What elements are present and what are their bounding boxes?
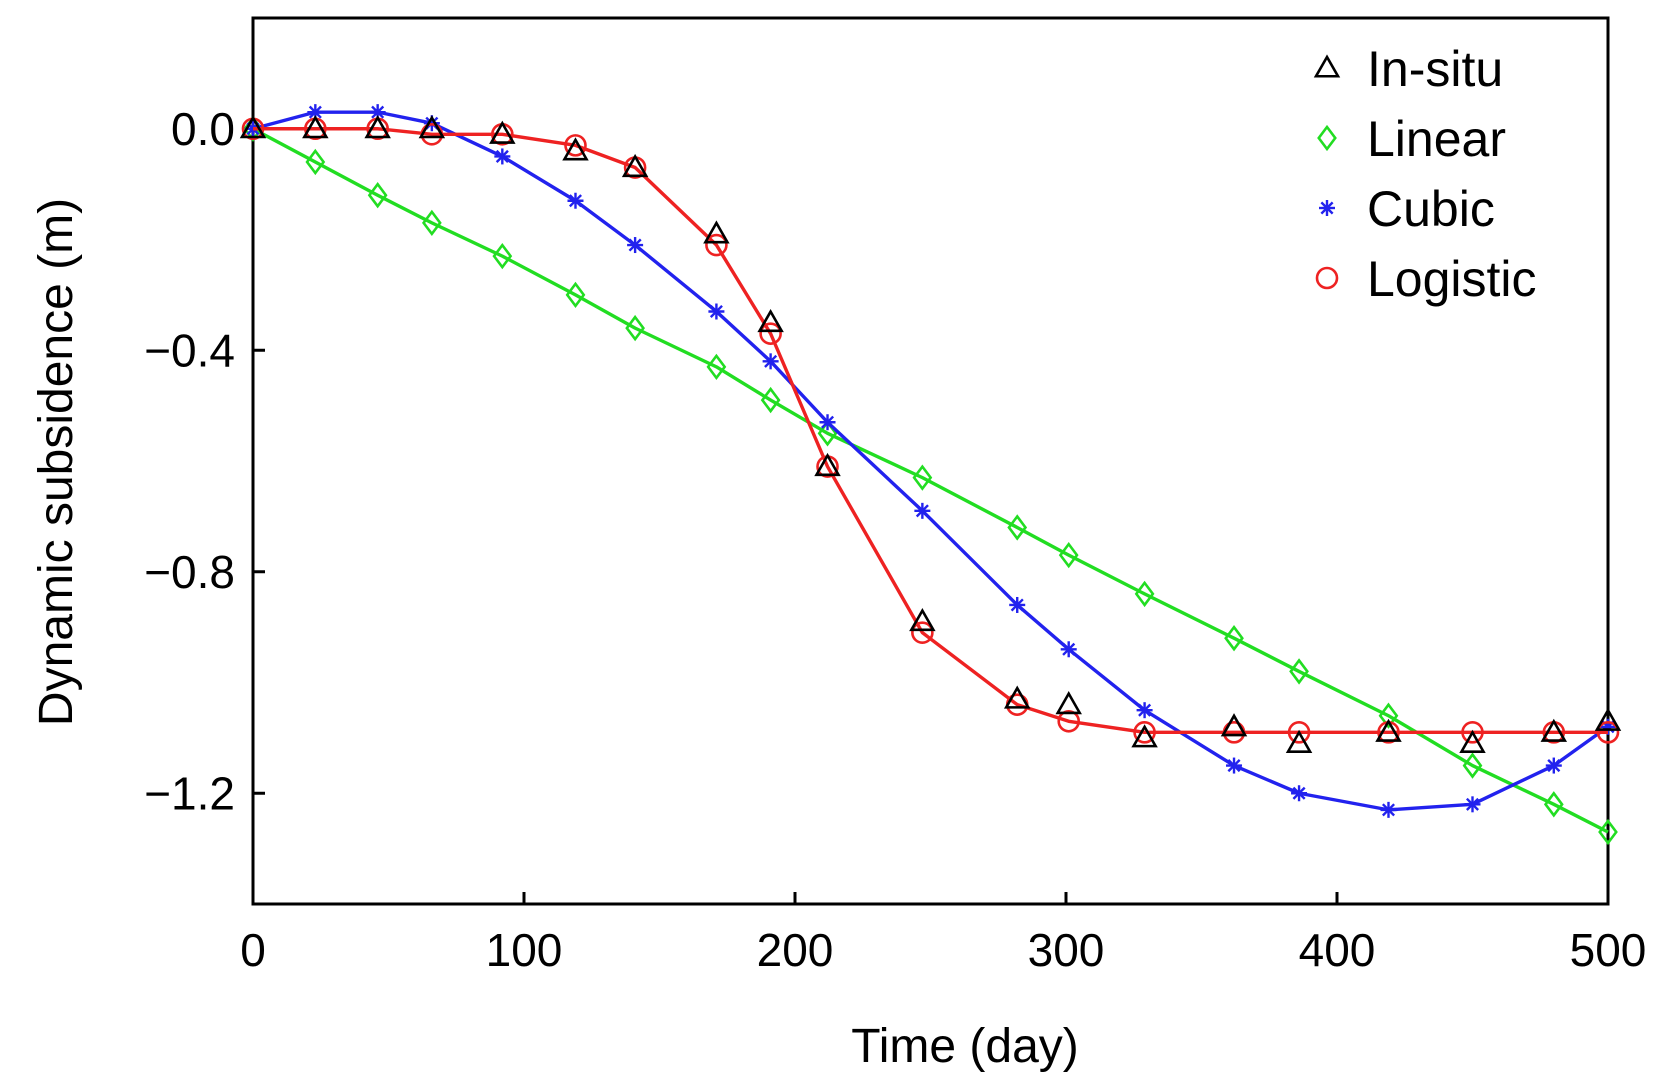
data-point-in-situ [489, 120, 516, 144]
x-axis-title: Time (day) [851, 1020, 1079, 1073]
data-point-linear [1598, 818, 1618, 846]
data-point-cubic [819, 414, 836, 431]
x-tick-label: 300 [1028, 924, 1105, 976]
legend-marker-logistic [1315, 266, 1339, 290]
data-point-in-situ [1375, 718, 1402, 742]
x-tick-label: 0 [240, 924, 266, 976]
data-point-in-situ [1285, 729, 1313, 753]
data-point-cubic [369, 104, 386, 121]
data-point-in-situ [302, 115, 329, 139]
series-cubic [245, 104, 1616, 818]
data-point-cubic [494, 148, 511, 165]
data-point-linear [421, 209, 442, 237]
data-point-linear [1134, 580, 1155, 608]
data-point-logistic [1287, 721, 1311, 744]
x-tick-label: 400 [1299, 924, 1376, 976]
data-point-cubic [567, 192, 584, 209]
data-point-in-situ [418, 115, 446, 139]
data-point-linear [1543, 791, 1564, 818]
data-point-cubic [1380, 801, 1397, 818]
plot-series [239, 104, 1622, 846]
x-tick-label: 100 [486, 924, 563, 976]
data-point-logistic [1057, 709, 1081, 733]
legend-label: Cubic [1367, 181, 1495, 237]
series-line-logistic [253, 127, 1608, 735]
data-point-in-situ [239, 115, 267, 139]
data-point-in-situ [1220, 713, 1248, 737]
data-point-in-situ [1131, 724, 1158, 748]
legend-item-logistic: Logistic [1315, 251, 1537, 307]
legend-marker-cubic [1319, 200, 1335, 216]
legend-label: In-situ [1367, 41, 1503, 97]
x-tick-label: 500 [1570, 924, 1647, 976]
data-point-logistic [911, 621, 934, 644]
data-point-cubic [1136, 702, 1153, 719]
data-point-logistic [1133, 721, 1156, 744]
data-point-linear [625, 314, 645, 342]
data-point-in-situ [621, 153, 649, 178]
data-point-linear [1058, 541, 1079, 569]
data-point-linear [760, 386, 781, 414]
y-tick-label: 0.0 [171, 103, 235, 155]
data-point-cubic [1060, 641, 1077, 658]
data-point-linear [492, 242, 513, 270]
plot-frame [251, 16, 1610, 906]
data-point-cubic [1009, 596, 1026, 613]
data-point-linear [1289, 658, 1309, 685]
y-tick-label: −1.2 [144, 767, 235, 819]
data-point-linear [367, 182, 388, 209]
data-point-linear [1378, 702, 1399, 729]
series-in-situ [239, 115, 1622, 753]
data-point-in-situ [1003, 685, 1031, 709]
data-point-in-situ [1594, 707, 1622, 731]
y-tick-label: −0.8 [144, 546, 235, 598]
data-point-in-situ [1540, 718, 1568, 742]
data-point-cubic [762, 353, 779, 370]
data-point-cubic [1291, 785, 1308, 802]
data-point-cubic [627, 237, 644, 254]
data-point-cubic [708, 303, 725, 320]
data-point-in-situ [1055, 691, 1082, 715]
legend-label: Linear [1367, 111, 1506, 167]
data-point-linear [1224, 625, 1244, 652]
series-line-linear [252, 127, 1609, 834]
legend: In-situ Linear Cubic Logistic [1313, 41, 1537, 307]
data-point-cubic [914, 502, 931, 519]
data-point-in-situ [364, 115, 391, 139]
series-line-cubic [252, 110, 1609, 812]
data-point-in-situ [757, 308, 784, 333]
data-point-logistic [705, 233, 728, 257]
data-point-linear [706, 353, 727, 381]
data-point-linear [1007, 514, 1028, 541]
data-point-cubic [1226, 757, 1243, 774]
data-point-in-situ [1459, 729, 1486, 753]
data-point-linear [305, 148, 326, 176]
data-point-logistic [564, 134, 587, 157]
y-tick-label: −0.4 [144, 324, 235, 376]
legend-label: Logistic [1367, 251, 1537, 307]
data-point-in-situ [562, 137, 589, 161]
data-point-in-situ [703, 220, 730, 244]
data-point-logistic [1461, 721, 1484, 744]
legend-item-cubic: Cubic [1319, 181, 1495, 237]
data-point-in-situ [909, 607, 936, 632]
data-point-in-situ [814, 452, 841, 477]
data-point-linear [1462, 752, 1483, 779]
data-point-logistic [1596, 721, 1620, 744]
data-point-linear [912, 464, 933, 491]
data-point-cubic [1464, 796, 1481, 813]
y-axis-title: Dynamic subsidence (m) [30, 198, 83, 726]
legend-marker-in-situ [1313, 54, 1341, 78]
data-point-cubic [1545, 757, 1562, 774]
legend-item-in-situ: In-situ [1313, 41, 1503, 97]
data-point-linear [565, 281, 586, 309]
x-axis: 0 100 200 300 400 500 [240, 892, 1646, 976]
legend-marker-linear [1317, 124, 1337, 152]
legend-item-linear: Linear [1317, 111, 1506, 167]
x-tick-label: 200 [757, 924, 834, 976]
y-axis: 0.0 −0.4 −0.8 −1.2 [144, 103, 265, 819]
data-point-logistic [759, 322, 782, 345]
